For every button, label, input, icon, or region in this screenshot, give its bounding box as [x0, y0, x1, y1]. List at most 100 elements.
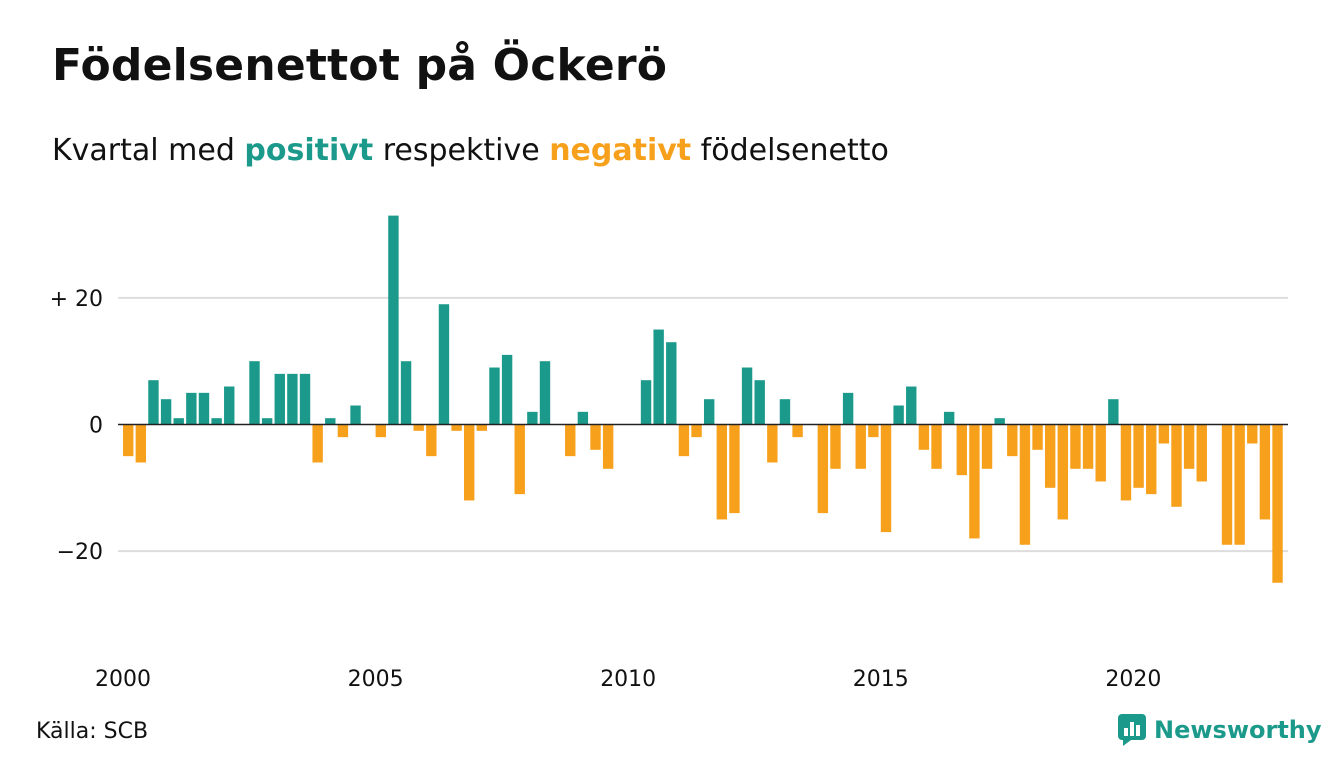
bar — [981, 424, 993, 469]
bar — [969, 424, 980, 539]
bar — [489, 367, 500, 425]
bar — [590, 424, 601, 450]
y-tick-label: −20 — [57, 540, 103, 565]
bar — [767, 424, 778, 463]
bar — [1044, 424, 1056, 488]
bar — [880, 424, 892, 533]
bar — [123, 424, 134, 457]
bar — [779, 399, 791, 425]
bar — [1007, 424, 1018, 457]
bar — [325, 418, 336, 425]
bar — [148, 380, 159, 425]
bar — [1171, 424, 1182, 507]
bar — [868, 424, 879, 438]
bar — [918, 424, 930, 450]
bar — [640, 380, 652, 425]
x-tick-label: 2010 — [600, 667, 656, 692]
bar — [729, 424, 740, 514]
bar — [842, 392, 854, 425]
bar — [691, 424, 702, 438]
bar — [426, 424, 437, 457]
bar — [1272, 424, 1283, 583]
bar — [1082, 424, 1094, 469]
bar — [299, 373, 311, 425]
bar — [224, 386, 235, 425]
x-tick-label: 2000 — [95, 667, 151, 692]
bar — [1070, 424, 1081, 469]
bar — [438, 304, 450, 425]
x-tick-label: 2015 — [853, 667, 909, 692]
bar — [602, 424, 614, 469]
bar — [906, 386, 917, 425]
subtitle-middle: respektive — [373, 133, 550, 168]
bar — [350, 405, 361, 425]
bar — [451, 424, 462, 431]
bar — [956, 424, 967, 476]
bar — [312, 424, 323, 463]
y-tick-label: + 20 — [50, 287, 103, 312]
bar — [514, 424, 525, 495]
bar — [186, 392, 197, 425]
bar — [464, 424, 475, 501]
bar — [817, 424, 829, 514]
bar — [287, 373, 298, 425]
newsworthy-chart-logo-icon — [1118, 714, 1146, 746]
bar — [1120, 424, 1132, 501]
y-tick-label: 0 — [89, 414, 103, 439]
bar — [160, 399, 172, 425]
x-tick-label: 2020 — [1105, 667, 1161, 692]
subtitle-suffix: födelsenetto — [691, 133, 889, 168]
bar — [211, 418, 222, 425]
bar — [1234, 424, 1245, 545]
subtitle-prefix: Kvartal med — [52, 133, 245, 168]
chart-title: Födelsenettot på Öckerö — [52, 40, 668, 91]
bar — [1095, 424, 1106, 482]
x-tick-label: 2005 — [348, 667, 404, 692]
bar — [413, 424, 424, 431]
bar — [666, 342, 677, 425]
bar — [1019, 424, 1031, 545]
bar — [400, 361, 412, 425]
bar — [741, 367, 753, 425]
bar — [1196, 424, 1207, 482]
bar — [135, 424, 147, 463]
bar — [1158, 424, 1170, 444]
bar — [527, 411, 538, 425]
bar — [198, 392, 210, 425]
bar — [653, 329, 664, 425]
bar — [893, 405, 904, 425]
bar — [1221, 424, 1233, 545]
bar — [375, 424, 386, 438]
bar — [261, 418, 273, 425]
bar — [274, 373, 285, 425]
bar — [1146, 424, 1157, 495]
bar — [1259, 424, 1271, 520]
bar — [337, 424, 349, 438]
bar — [1108, 399, 1119, 425]
bar — [173, 418, 184, 425]
bar — [716, 424, 728, 520]
bar — [994, 418, 1005, 425]
bar — [678, 424, 690, 457]
birth-surplus-bar-chart: + 20 0 −20 2000 2005 2010 2015 2020 — [50, 215, 1288, 692]
bar — [476, 424, 488, 431]
bar — [703, 399, 715, 425]
bar — [1133, 424, 1144, 488]
bar — [501, 354, 513, 425]
bar — [1247, 424, 1258, 444]
bar — [1032, 424, 1043, 450]
brand-name: Newsworthy — [1154, 716, 1322, 744]
bar — [1183, 424, 1195, 469]
subtitle-positive: positivt — [244, 133, 374, 168]
bar — [388, 215, 399, 425]
source-note: Källa: SCB — [36, 719, 149, 744]
bar — [539, 361, 551, 425]
bar — [754, 380, 765, 425]
chart-subtitle: Kvartal med positivt respektive negativt… — [52, 133, 889, 168]
bar — [565, 424, 576, 457]
bar — [792, 424, 803, 438]
bar — [830, 424, 841, 469]
bar — [931, 424, 942, 469]
bar — [943, 411, 955, 425]
subtitle-negative: negativt — [549, 133, 692, 168]
